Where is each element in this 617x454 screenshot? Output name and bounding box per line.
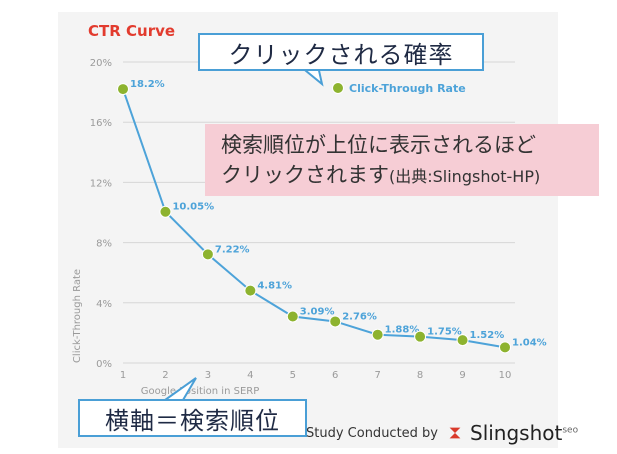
x-axis-label: Google Position in SERP (141, 386, 260, 397)
data-point (201, 248, 214, 261)
data-label: 2.76% (342, 311, 377, 322)
footer-credit: Study Conducted by Slingshotseo (306, 421, 578, 445)
data-label: 1.52% (470, 330, 505, 341)
data-label: 1.04% (512, 337, 547, 348)
data-label: 4.81% (257, 281, 292, 292)
x-tick-label: 10 (499, 370, 512, 381)
legend-label: Click-Through Rate (349, 82, 466, 95)
x-tick-label: 5 (290, 370, 296, 381)
data-label: 1.75% (427, 327, 462, 338)
x-tick-label: 2 (162, 370, 168, 381)
data-point (117, 83, 129, 96)
chart-title: CTR Curve (88, 22, 175, 40)
data-label: 3.09% (300, 306, 335, 317)
data-point (456, 334, 469, 347)
x-tick-label: 9 (459, 370, 465, 381)
slingshot-logo-icon (449, 427, 461, 439)
data-point (244, 284, 257, 297)
callout-click-probability: クリックされる確率 (198, 33, 484, 71)
callout-bottom-text: 横軸＝検索順位 (105, 406, 280, 435)
data-label: 18.2% (130, 79, 165, 90)
x-tick-label: 3 (205, 370, 211, 381)
x-tick-label: 4 (247, 370, 253, 381)
data-label: 10.05% (172, 202, 214, 213)
data-point (414, 330, 427, 343)
y-tick-label: 4% (96, 299, 112, 310)
x-tick-label: 6 (332, 370, 338, 381)
chart-panel (58, 12, 558, 448)
footer-brand-name: Slingshot (470, 421, 563, 445)
data-label: 7.22% (215, 244, 250, 255)
data-point (371, 328, 384, 341)
y-tick-label: 8% (96, 239, 112, 250)
y-tick-label: 20% (90, 58, 112, 69)
y-tick-label: 0% (96, 359, 112, 370)
note-line-2-main: クリックされます (221, 163, 389, 187)
data-point (159, 205, 172, 218)
note-line-2: クリックされます(出典:Slingshot-HP) (221, 160, 599, 192)
note-box: 検索順位が上位に表示されるほど クリックされます(出典:Slingshot-HP… (205, 124, 599, 196)
note-line-1: 検索順位が上位に表示されるほど (221, 133, 536, 157)
y-tick-label: 16% (90, 118, 112, 129)
callout-top-text: クリックされる確率 (228, 40, 454, 69)
data-point (286, 310, 299, 323)
callout-x-axis: 横軸＝検索順位 (78, 399, 307, 437)
y-axis-label: Click-Through Rate (72, 269, 83, 363)
x-tick-label: 8 (417, 370, 423, 381)
data-point (499, 341, 511, 354)
legend-marker (332, 82, 344, 94)
series-line (122, 88, 506, 349)
x-tick-label: 1 (120, 370, 126, 381)
x-tick-label: 7 (374, 370, 380, 381)
data-label: 1.88% (385, 325, 420, 336)
data-point (329, 315, 342, 328)
footer-brand: Slingshotseo (470, 421, 578, 445)
footer-text: Study Conducted by (306, 425, 438, 441)
footer-brand-sup: seo (562, 425, 579, 436)
note-source: (出典:Slingshot-HP) (389, 167, 541, 186)
y-tick-label: 12% (90, 178, 112, 189)
